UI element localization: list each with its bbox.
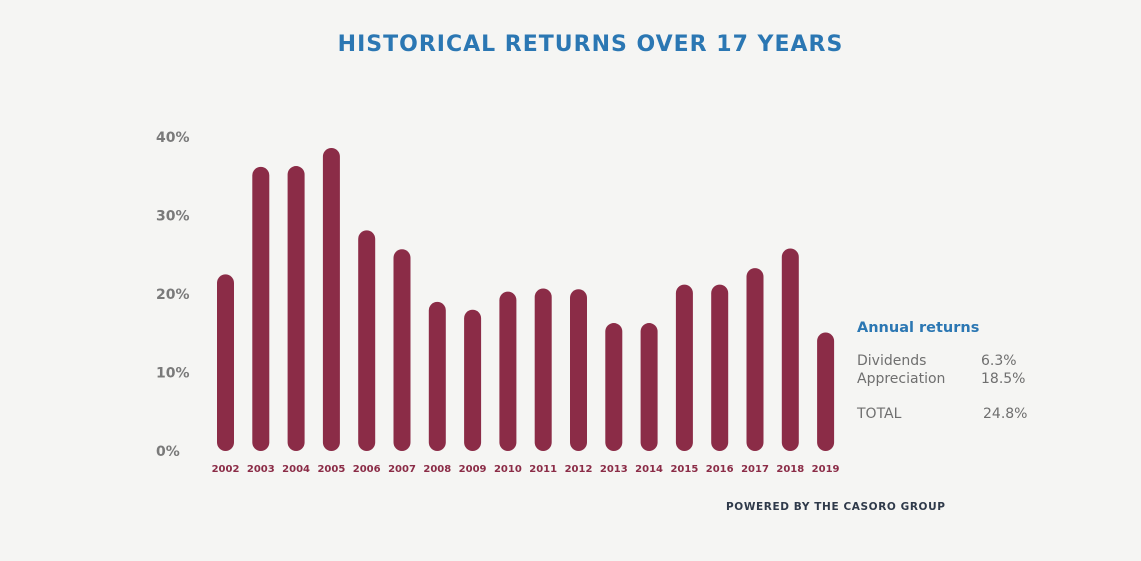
- bar-2018: [781, 248, 799, 451]
- bars: [217, 147, 835, 452]
- x-tick-label: 2012: [565, 464, 593, 475]
- x-tick-label: 2016: [706, 464, 734, 475]
- x-tick-label: 2019: [812, 464, 840, 475]
- x-tick-label: 2013: [600, 464, 628, 475]
- total-label: TOTAL: [857, 406, 902, 422]
- x-tick-label: 2011: [529, 464, 557, 475]
- x-tick-label: 2014: [635, 464, 663, 475]
- bar-2016: [711, 284, 729, 451]
- dividends-row: Dividends 6.3%: [857, 352, 1057, 370]
- x-tick-label: 2015: [670, 464, 698, 475]
- bar-2019: [817, 332, 835, 451]
- dividends-label: Dividends: [857, 353, 927, 369]
- x-tick-label: 2009: [459, 464, 487, 475]
- bar-2009: [464, 309, 482, 451]
- bar-2017: [746, 268, 764, 451]
- bar-2007: [393, 249, 411, 451]
- x-axis-labels: 2002 2003 2004 2005 2006 2007 2008 2009 2010 2011…: [212, 464, 840, 475]
- bar-2013: [605, 323, 623, 451]
- bar-2015: [675, 284, 693, 451]
- y-tick-label: 40%: [156, 130, 190, 146]
- y-tick-label: 30%: [156, 209, 190, 225]
- y-tick-label: 0%: [156, 444, 180, 460]
- bar-2003: [252, 166, 270, 451]
- bar-2005: [322, 147, 340, 452]
- total-value: 24.8%: [983, 406, 1028, 422]
- total-row: TOTAL 24.8%: [857, 405, 1057, 423]
- chart-title: HISTORICAL RETURNS OVER 17 YEARS: [337, 32, 844, 57]
- bar-2004: [287, 166, 305, 452]
- x-tick-label: 2006: [353, 464, 381, 475]
- x-tick-label: 2002: [212, 464, 240, 475]
- bar-2011: [534, 288, 552, 451]
- bar-2006: [358, 230, 376, 451]
- x-tick-label: 2018: [776, 464, 804, 475]
- x-tick-label: 2007: [388, 464, 416, 475]
- x-tick-label: 2008: [423, 464, 451, 475]
- appreciation-row: Appreciation 18.5%: [857, 370, 1057, 388]
- appreciation-value: 18.5%: [981, 371, 1026, 387]
- x-tick-label: 2010: [494, 464, 522, 475]
- bar-2014: [640, 323, 658, 451]
- annual-returns-panel: Annual returns Dividends 6.3% Appreciati…: [857, 318, 1057, 423]
- y-axis-ticks: 0% 10% 20% 30% 40%: [156, 130, 190, 460]
- x-tick-label: 2017: [741, 464, 769, 475]
- appreciation-label: Appreciation: [857, 371, 946, 387]
- x-tick-label: 2005: [317, 464, 345, 475]
- bar-2012: [570, 289, 587, 451]
- y-tick-label: 20%: [156, 287, 190, 303]
- annual-returns-heading: Annual returns: [857, 320, 980, 336]
- x-tick-label: 2004: [282, 464, 310, 475]
- bar-2008: [428, 301, 446, 451]
- powered-by-footer: POWERED BY THE CASORO GROUP: [726, 501, 946, 513]
- bar-2010: [499, 291, 517, 451]
- bar-2002: [217, 274, 234, 451]
- dividends-value: 6.3%: [981, 353, 1017, 369]
- x-tick-label: 2003: [247, 464, 275, 475]
- y-tick-label: 10%: [156, 366, 190, 382]
